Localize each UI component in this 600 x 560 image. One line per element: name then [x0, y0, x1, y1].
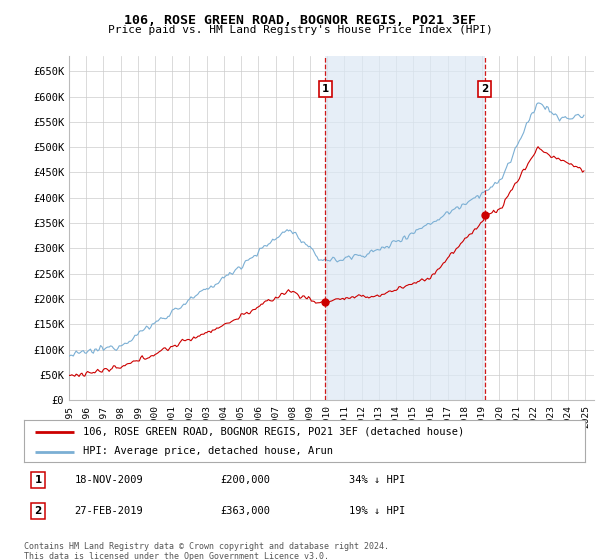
Text: 106, ROSE GREEN ROAD, BOGNOR REGIS, PO21 3EF (detached house): 106, ROSE GREEN ROAD, BOGNOR REGIS, PO21… — [83, 427, 464, 437]
Text: £363,000: £363,000 — [220, 506, 271, 516]
Text: 1: 1 — [322, 83, 329, 94]
Text: 106, ROSE GREEN ROAD, BOGNOR REGIS, PO21 3EF: 106, ROSE GREEN ROAD, BOGNOR REGIS, PO21… — [124, 14, 476, 27]
Text: 18-NOV-2009: 18-NOV-2009 — [74, 475, 143, 485]
Bar — [325, 56, 485, 400]
Text: 1: 1 — [34, 475, 41, 485]
Text: 34% ↓ HPI: 34% ↓ HPI — [349, 475, 406, 485]
Text: Contains HM Land Registry data © Crown copyright and database right 2024.
This d: Contains HM Land Registry data © Crown c… — [24, 542, 389, 560]
Text: 19% ↓ HPI: 19% ↓ HPI — [349, 506, 406, 516]
Text: £200,000: £200,000 — [220, 475, 271, 485]
Text: HPI: Average price, detached house, Arun: HPI: Average price, detached house, Arun — [83, 446, 333, 456]
Text: 27-FEB-2019: 27-FEB-2019 — [74, 506, 143, 516]
Text: 2: 2 — [34, 506, 41, 516]
Text: Price paid vs. HM Land Registry's House Price Index (HPI): Price paid vs. HM Land Registry's House … — [107, 25, 493, 35]
Text: 2: 2 — [481, 83, 488, 94]
